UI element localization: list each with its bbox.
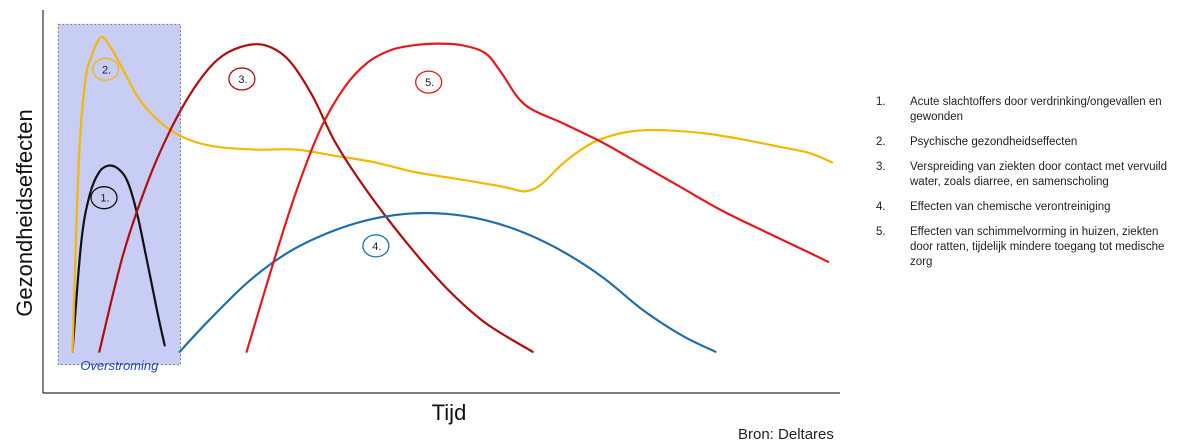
legend-item: 4. Effecten van chemische verontreinigin… bbox=[876, 200, 1176, 215]
series-label-circle-1 bbox=[90, 186, 118, 210]
series-layer bbox=[71, 35, 834, 353]
source-credit: Bron: Deltares bbox=[738, 426, 834, 443]
series-line-1 bbox=[71, 164, 166, 353]
series-line-3 bbox=[98, 43, 534, 353]
series-line-2 bbox=[71, 35, 834, 353]
legend-number: 1. bbox=[876, 96, 886, 108]
series-label-circle-4 bbox=[362, 234, 390, 258]
series-label-4: 4. bbox=[372, 241, 381, 253]
series-label-3: 3. bbox=[238, 74, 247, 86]
legend-item: 2. Psychische gezondheidseffecten bbox=[876, 135, 1176, 150]
flood-period-region bbox=[57, 23, 181, 366]
legend-text: Psychische gezondheidseffecten bbox=[910, 136, 1078, 148]
chart: Overstroming 1. 2. 3. 4. 5. Tijd Gezondheids… bbox=[12, 10, 840, 425]
series-line-5 bbox=[245, 42, 830, 353]
legend-number: 3. bbox=[876, 161, 886, 173]
series-label-1: 1. bbox=[100, 193, 109, 205]
series-label-2: 2. bbox=[102, 64, 111, 76]
label-layer: 1. 2. 3. 4. 5. bbox=[90, 57, 443, 258]
legend: 1. Acute slachtoffers door verdrinking/o… bbox=[876, 95, 1176, 280]
legend-number: 2. bbox=[876, 136, 886, 148]
series-label-circle-2 bbox=[91, 57, 120, 81]
legend-text: Effecten van schimmelvorming in huizen, … bbox=[910, 226, 1165, 268]
legend-text: Verspreiding van ziekten door contact me… bbox=[910, 161, 1167, 188]
series-label-circle-3 bbox=[228, 67, 256, 91]
legend-item: 3. Verspreiding van ziekten door contact… bbox=[876, 160, 1176, 190]
legend-item: 5. Effecten van schimmelvorming in huize… bbox=[876, 225, 1176, 270]
series-label-5: 5. bbox=[425, 77, 434, 89]
overstroming-label: Overstroming bbox=[80, 358, 159, 373]
y-axis-label: Gezondheidseffecten bbox=[12, 109, 37, 317]
x-axis-label: Tijd bbox=[432, 400, 467, 425]
series-label-circle-5 bbox=[415, 70, 443, 94]
series-line-4 bbox=[178, 211, 717, 353]
legend-item: 1. Acute slachtoffers door verdrinking/o… bbox=[876, 95, 1176, 125]
legend-number: 4. bbox=[876, 201, 886, 213]
legend-number: 5. bbox=[876, 226, 886, 238]
legend-text: Effecten van chemische verontreiniging bbox=[910, 201, 1111, 213]
legend-text: Acute slachtoffers door verdrinking/onge… bbox=[910, 96, 1162, 123]
